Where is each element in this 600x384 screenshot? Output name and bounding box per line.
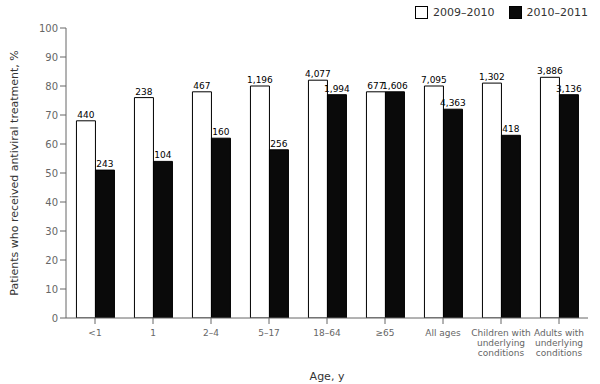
svg-text:Adults withunderlyingcondition: Adults withunderlyingconditions xyxy=(534,328,584,358)
html-text:2010–2011: 2010–2011 xyxy=(526,6,588,19)
svg-text:80: 80 xyxy=(45,81,58,92)
svg-text:4,363: 4,363 xyxy=(440,98,466,108)
svg-text:440: 440 xyxy=(77,110,94,120)
svg-text:10: 10 xyxy=(45,284,58,295)
svg-text:238: 238 xyxy=(135,87,152,97)
svg-text:0: 0 xyxy=(52,313,58,324)
svg-text:60: 60 xyxy=(45,139,58,150)
svg-text:160: 160 xyxy=(212,127,229,137)
svg-text:104: 104 xyxy=(154,150,171,160)
svg-text:3,136: 3,136 xyxy=(556,84,582,94)
svg-text:Children withunderlyingconditi: Children withunderlyingconditions xyxy=(471,328,530,358)
svg-text:467: 467 xyxy=(193,81,210,91)
svg-text:50: 50 xyxy=(45,168,58,179)
svg-text:677: 677 xyxy=(367,80,385,91)
svg-text:1: 1 xyxy=(150,328,156,338)
svg-text:7,095: 7,095 xyxy=(421,75,447,85)
svg-text:5–17: 5–17 xyxy=(258,328,280,338)
svg-text:1,994: 1,994 xyxy=(324,84,350,94)
svg-text:2–4: 2–4 xyxy=(203,328,219,338)
svg-text:256: 256 xyxy=(270,139,287,149)
svg-text:20: 20 xyxy=(45,255,58,266)
svg-text:4,077: 4,077 xyxy=(305,69,331,79)
svg-text:1,196: 1,196 xyxy=(247,75,273,85)
svg-text:All ages: All ages xyxy=(425,328,461,338)
svg-text:3,886: 3,886 xyxy=(537,66,563,76)
svg-text:40: 40 xyxy=(45,197,58,208)
svg-text:243: 243 xyxy=(96,159,113,169)
svg-text:1,606: 1,606 xyxy=(382,81,408,91)
svg-text:418: 418 xyxy=(502,124,519,134)
svg-text:≥65: ≥65 xyxy=(376,328,395,338)
svg-text:100: 100 xyxy=(39,23,58,34)
svg-text:1,302: 1,302 xyxy=(479,72,505,82)
svg-text:18–64: 18–64 xyxy=(313,328,341,338)
svg-text:90: 90 xyxy=(45,52,58,63)
html-text:2009–2010: 2009–2010 xyxy=(433,6,495,19)
svg-text:30: 30 xyxy=(45,226,58,237)
svg-text:Age, y: Age, y xyxy=(310,370,345,383)
svg-text:<1: <1 xyxy=(88,328,101,338)
svg-text:Patients who received antivira: Patients who received antiviral treatmen… xyxy=(8,50,21,296)
svg-text:70: 70 xyxy=(45,110,58,121)
